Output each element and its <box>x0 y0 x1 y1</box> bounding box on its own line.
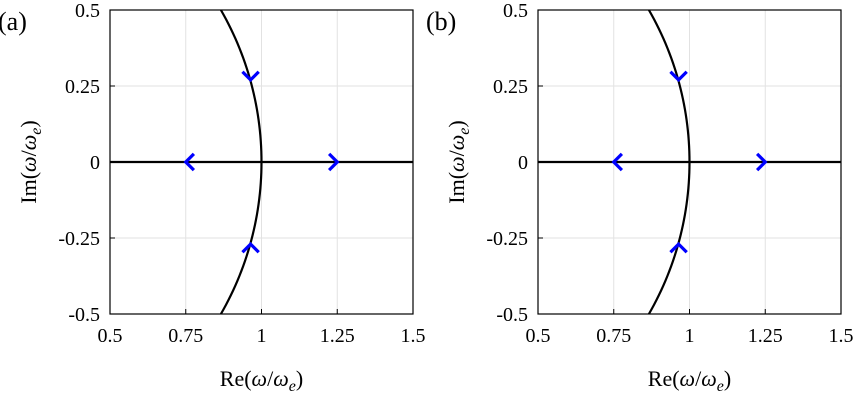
arrow-right-icon <box>755 152 768 172</box>
y-tick-label: 0.25 <box>493 76 528 98</box>
x-tick-label: 1.25 <box>320 325 355 347</box>
panel-label: (b) <box>426 7 456 36</box>
y-axis-title: Im(ω/ωe) <box>444 120 473 203</box>
unit-circle-arc <box>647 9 691 315</box>
y-axis-title: Im(ω/ωe) <box>16 120 45 203</box>
x-tick-label: 1 <box>257 325 267 347</box>
x-axis-title: Re(ω/ωe) <box>648 366 731 395</box>
y-tick-label: 0.5 <box>503 0 528 22</box>
y-tick-label: -0.5 <box>496 304 528 326</box>
arrow-down-icon <box>241 70 260 83</box>
arrow-left-icon <box>183 152 196 172</box>
y-tick-label: 0.5 <box>75 0 100 22</box>
unit-circle-arc <box>219 9 263 315</box>
arrow-up-icon <box>669 241 688 254</box>
panel-label: (a) <box>0 7 27 36</box>
x-tick-label: 0.75 <box>596 325 631 347</box>
x-tick-label: 1.5 <box>829 325 854 347</box>
y-tick-label: 0 <box>518 152 528 174</box>
panel-a: 0.5 0.75 1 1.25 1.5 -0.5 -0.25 0 0.25 0.5 (a) Re(ω/… <box>0 0 426 395</box>
arrow-right-icon <box>327 152 340 172</box>
x-tick-label: 1.25 <box>748 325 783 347</box>
x-tick-label: 0.5 <box>526 325 551 347</box>
x-tick-label: 0.5 <box>98 325 123 347</box>
y-tick-label: 0.25 <box>65 76 100 98</box>
x-tick-label: 0.75 <box>168 325 203 347</box>
y-tick-label: 0 <box>90 152 100 174</box>
y-tick-label: -0.5 <box>68 304 100 326</box>
y-tick-label: -0.25 <box>58 228 100 250</box>
arrow-down-icon <box>669 70 688 83</box>
panel-b: 0.5 0.75 1 1.25 1.5 -0.5 -0.25 0 0.25 0.5 (b) Re(ω/… <box>426 0 854 395</box>
x-axis-title: Re(ω/ωe) <box>220 366 303 395</box>
arrow-up-icon <box>241 241 260 254</box>
x-tick-label: 1 <box>685 325 695 347</box>
x-tick-label: 1.5 <box>401 325 426 347</box>
arrow-left-icon <box>611 152 624 172</box>
y-tick-label: -0.25 <box>486 228 528 250</box>
